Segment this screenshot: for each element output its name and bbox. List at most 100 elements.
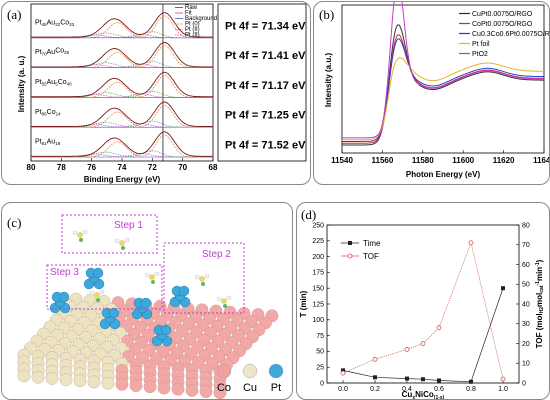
d-ytick-left-label: 125	[312, 301, 324, 308]
pt-atom	[178, 285, 190, 297]
panel-label-a: (a)	[7, 7, 21, 22]
d-ytick-left-label: 250	[312, 222, 324, 229]
d-tof-point	[372, 356, 378, 362]
cu-atom	[73, 374, 87, 388]
d-ytick-left-label: 200	[312, 254, 324, 261]
d-xlabel: CuxNiCo(1-x)	[402, 390, 445, 399]
cu-atom	[31, 370, 45, 384]
xanes-series-line	[342, 34, 544, 144]
xps-xtick-label: 70	[178, 163, 187, 172]
pt4f-energy-value: Pt 4f = 71.17 eV	[225, 80, 306, 92]
d-plot-frame	[326, 224, 520, 384]
co-atom	[129, 379, 143, 392]
xanes-xtick-label: 11580	[412, 156, 434, 165]
xanes-ylabel: Intensity (a.u.)	[324, 53, 333, 108]
d-ytick-right-label: 10	[522, 361, 530, 368]
pt-atom	[92, 267, 104, 279]
xps-raw-curve	[31, 131, 213, 157]
d-ytick-left-label: 100	[312, 317, 324, 324]
d-ytick-right-label: 40	[522, 301, 530, 308]
cu-atom	[59, 373, 73, 386]
xps-legend-entry: Background	[185, 16, 217, 22]
atom-legend-swatch	[216, 363, 232, 379]
d-xtick-label: 0.0	[338, 386, 348, 393]
d-ytick-right-label: 50	[522, 282, 530, 289]
molecule-atom	[149, 274, 155, 280]
d-xtick-label: 0.2	[370, 386, 380, 393]
xps-legend-entry: Pt (II)	[185, 27, 200, 33]
molecule-atom	[201, 282, 205, 286]
xps-xtick-label: 74	[118, 163, 127, 172]
step2-label: Step 2	[202, 249, 231, 260]
xps-xtick-label: 78	[57, 163, 66, 172]
xanes-xtick-label: 11560	[371, 156, 393, 165]
xps-xtick-label: 68	[209, 163, 218, 172]
xps-component-pt0	[31, 45, 213, 68]
pt4f-energy-value: Pt 4f = 71.34 eV	[225, 20, 306, 32]
xanes-series-line	[342, 57, 544, 141]
pt4f-energy-value: Pt 4f = 71.25 eV	[225, 110, 306, 122]
d-time-point	[373, 375, 377, 380]
pt4f-energy-value: Pt 4f = 71.41 eV	[225, 50, 306, 62]
atom-legend-label: Cu	[243, 382, 257, 394]
xanes-legend-entry: Pt foil	[472, 41, 490, 48]
d-ytick-left-label: 225	[312, 238, 324, 245]
d-series-line	[342, 288, 504, 383]
atom-legend-swatch	[242, 363, 258, 379]
d-legend-marker	[347, 253, 353, 259]
molecule-atom	[216, 296, 222, 302]
d-ytick-left-label: 50	[316, 349, 324, 356]
molecule-atom	[94, 292, 100, 298]
xanes-series-line	[342, 38, 544, 142]
xps-xlabel: Binding Energy (eV)	[84, 175, 161, 184]
d-ytick-left-label: 150	[312, 286, 324, 293]
xanes-legend-entry: CuPt0.0075O/RGO	[472, 11, 533, 18]
time-tof-chart: (d) T (min) TOF (molH2molcat-1min-1) Cux…	[299, 207, 545, 399]
panel-label-d: (d)	[301, 207, 316, 222]
xanes-xtick-label: 11540	[331, 156, 353, 165]
d-tof-point	[468, 240, 474, 246]
pt-atom	[58, 291, 70, 303]
molecule-atom	[154, 271, 160, 277]
d-ytick-right-label: 60	[522, 262, 530, 269]
d-ytick-right-label: 80	[522, 222, 530, 229]
pt-atom	[160, 324, 172, 336]
xps-component-pt0	[31, 104, 213, 128]
adsorbed-molecules	[72, 229, 232, 308]
d-ytick-left-label: 175	[312, 270, 324, 277]
co-atom	[157, 381, 171, 395]
step3-label: Step 3	[50, 267, 79, 278]
xps-sample-label: Pt45Au22Co33	[35, 19, 75, 27]
molecule-atom	[96, 298, 100, 302]
panel-a-xps: (a) Intensity (a. u.) Binding Energy (eV…	[1, 1, 311, 185]
molecule-atom	[194, 274, 200, 280]
molecule-atom	[199, 276, 205, 282]
molecule-atom	[221, 298, 227, 304]
d-tof-point	[340, 370, 346, 376]
molecule-atom	[82, 229, 88, 235]
xps-component-pt0	[31, 75, 213, 98]
molecule-atom	[144, 272, 150, 278]
molecule-atom	[89, 290, 95, 296]
xps-legend-entry: Pt (II)	[185, 33, 200, 39]
d-xtick-label: 0.8	[466, 386, 476, 393]
d-ytick-right-label: 0	[522, 380, 526, 387]
xanes-xtick-label: 11620	[493, 156, 515, 165]
molecule-atom	[151, 280, 155, 284]
d-time-point	[341, 368, 345, 373]
molecule-atom	[72, 230, 78, 236]
d-tof-point	[420, 341, 426, 346]
molecule-atom	[77, 232, 83, 238]
co-atom	[171, 382, 185, 396]
panel-d-time-tof: (d) T (min) TOF (molH2molcat-1min-1) Cux…	[296, 202, 550, 400]
step1-box	[61, 214, 158, 254]
atom-legend-label: Co	[217, 382, 231, 394]
d-ytick-left-label: 75	[316, 333, 324, 340]
d-time-point	[437, 378, 441, 383]
atom-legend: Co Cu Pt	[216, 363, 284, 394]
xps-sample-label: Pt81Au19	[35, 139, 61, 147]
cu-atom	[101, 376, 115, 390]
molecule-atom	[121, 246, 125, 250]
step2-box	[163, 242, 245, 314]
co-atom	[199, 385, 213, 398]
